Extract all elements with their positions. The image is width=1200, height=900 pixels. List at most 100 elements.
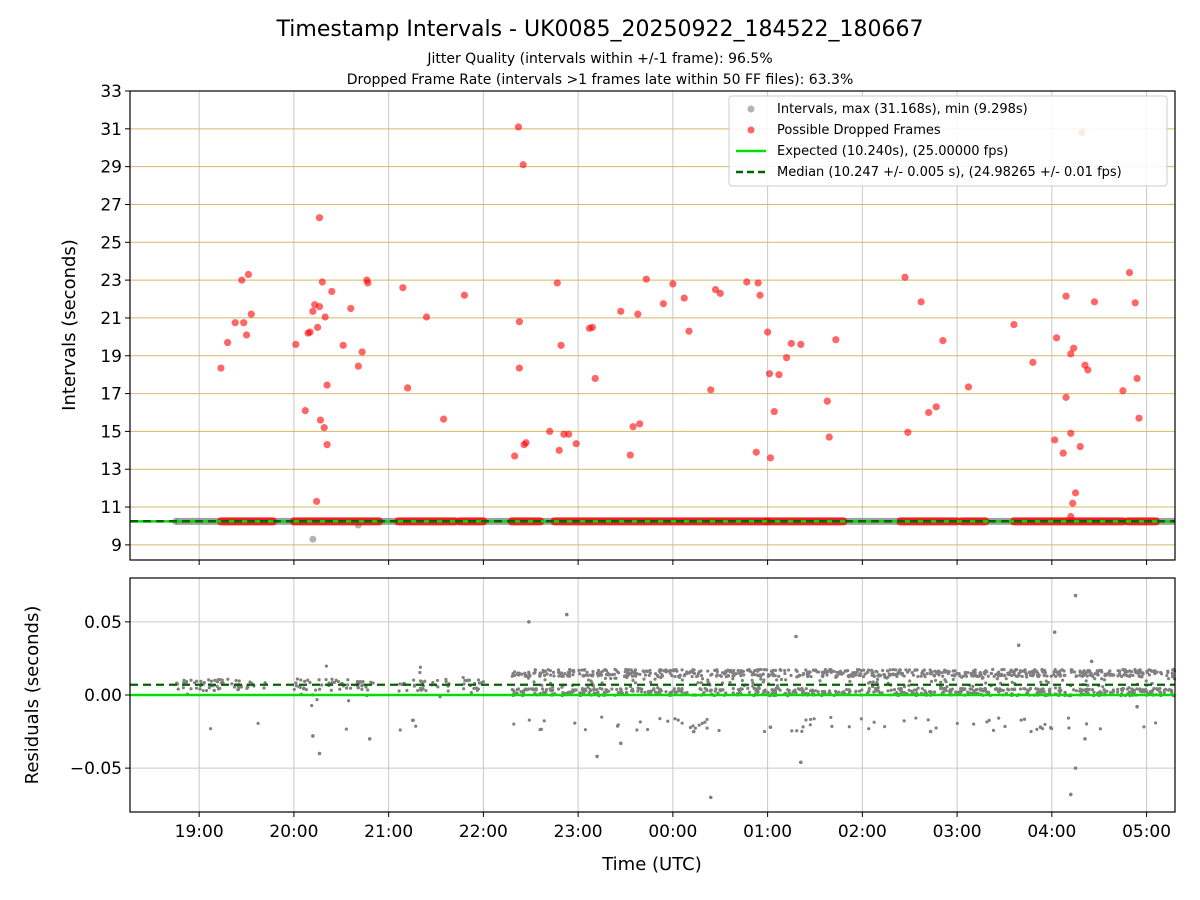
residual-point (795, 729, 799, 733)
residual-point (1141, 688, 1145, 692)
dropped-frame-point (707, 386, 715, 394)
residual-point (446, 689, 450, 693)
residual-point (801, 671, 806, 676)
residual-point (336, 679, 340, 684)
residual-outlier-point (564, 612, 569, 617)
residual-point (872, 720, 876, 724)
residual-point (591, 669, 595, 674)
dropped-frame-point (1119, 387, 1127, 395)
residual-point (527, 687, 531, 691)
residual-point (1159, 672, 1164, 676)
residual-point (797, 673, 801, 677)
residual-point (512, 722, 516, 726)
residual-point (840, 691, 844, 695)
dropped-frame-point (1076, 442, 1084, 451)
residual-point (1140, 674, 1144, 678)
residual-point (673, 675, 677, 679)
residual-point (552, 674, 556, 678)
residual-point (705, 726, 709, 730)
residual-point (532, 671, 536, 675)
dropped-frame-point (364, 279, 372, 287)
residual-point (1035, 691, 1039, 695)
residual-point (615, 724, 620, 728)
residual-point (533, 668, 537, 672)
residual-point (592, 687, 596, 691)
residual-point (985, 720, 989, 724)
residual-point (691, 668, 695, 672)
residual-point (820, 670, 824, 674)
residual-point (619, 688, 623, 693)
residual-point (762, 668, 766, 672)
residual-point (221, 680, 225, 685)
residual-point (731, 691, 735, 695)
top-panel-frame (129, 90, 1176, 561)
residual-point (237, 679, 241, 683)
dropped-frame-point (642, 275, 650, 283)
residual-point (1142, 725, 1146, 729)
residual-point (1066, 716, 1071, 720)
residual-point (795, 675, 799, 679)
residual-point (987, 718, 991, 722)
top-y-tick-label: 17 (100, 385, 122, 405)
residual-point (699, 687, 703, 692)
dropped-frame-point (231, 319, 239, 327)
residual-point (332, 680, 337, 685)
residual-point (633, 672, 637, 676)
top-y-tick-label: 33 (100, 82, 122, 102)
residual-point (1170, 675, 1175, 679)
residual-point (586, 685, 590, 689)
residual-point (804, 718, 808, 722)
top-panel-marks (130, 123, 1175, 543)
residual-point (539, 727, 544, 731)
x-tick-label: 00:00 (648, 822, 697, 842)
residual-point (706, 669, 710, 673)
residual-point (306, 678, 310, 682)
dropped-frame-point (752, 448, 760, 456)
residual-point (872, 690, 876, 694)
residual-point (658, 687, 662, 692)
dropped-frame-point (925, 408, 933, 417)
residual-point (657, 690, 661, 695)
x-tick-label: 21:00 (364, 822, 413, 842)
residual-point (580, 668, 584, 672)
residual-point (954, 690, 958, 694)
residual-point (835, 670, 839, 674)
dropped-frame-point (1090, 298, 1099, 306)
residual-point (934, 678, 938, 683)
residual-point (317, 678, 321, 682)
residual-point (922, 668, 926, 672)
residual-point (1145, 669, 1149, 673)
dropped-frame-point (1062, 393, 1070, 401)
residual-point (204, 688, 209, 693)
residual-point (697, 723, 701, 727)
residual-point (1012, 673, 1016, 677)
residual-point (703, 686, 707, 691)
residual-point (986, 674, 990, 678)
residual-point (1010, 687, 1014, 691)
residual-point (693, 726, 698, 730)
residual-point (951, 669, 955, 673)
residual-point (690, 674, 694, 679)
residual-point (310, 703, 314, 708)
residual-point (538, 673, 542, 678)
interval-point (309, 535, 317, 543)
dropped-frame-point (1067, 350, 1075, 358)
residual-point (980, 676, 984, 680)
dropped-frame-point (358, 348, 366, 356)
residual-point (875, 681, 879, 685)
residual-point (659, 675, 663, 680)
residual-point (1052, 673, 1056, 677)
residual-point (739, 668, 743, 673)
residual-point (706, 680, 710, 684)
residual-point (773, 674, 777, 678)
residual-point (673, 691, 677, 695)
bottom-panel-y-ticks: 0.05 0.00 −0.05 (70, 613, 130, 779)
residual-point (1072, 688, 1076, 692)
residual-point (1028, 671, 1032, 675)
legend-median-label: Median (10.247 +/- 0.005 s), (24.98265 +… (777, 165, 1122, 180)
residual-point (623, 670, 627, 674)
top-y-tick-label: 11 (100, 498, 122, 518)
top-y-tick-label: 27 (100, 195, 122, 215)
residual-point (653, 677, 657, 681)
residual-point (1001, 673, 1005, 677)
